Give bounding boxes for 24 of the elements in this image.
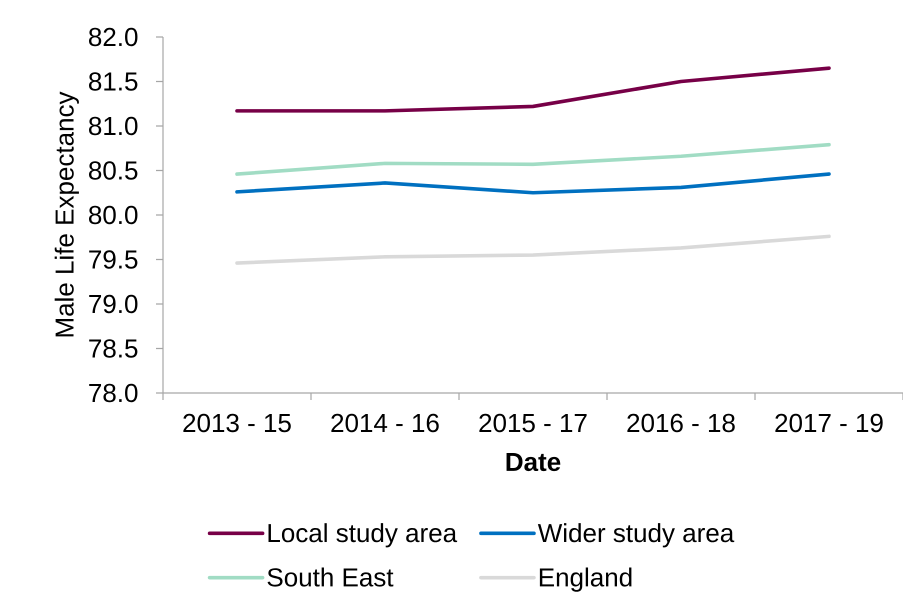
legend-label: Local study area [268,523,458,548]
y-tick-label: 80.0 [89,206,138,224]
y-axis-title: Male Life Expectancy [54,92,79,336]
y-tick-label: 79.0 [89,294,138,314]
y-tick-label: 81.5 [89,72,138,91]
y-tick-label: 78.0 [89,384,138,402]
x-tick-label: 2015 - 17 [479,414,587,432]
line-series [235,142,831,176]
x-axis-title: Date [506,452,560,472]
x-tick-label: 2013 - 15 [183,414,291,432]
y-tick-label: 81.0 [89,116,138,136]
legend-label: Wider study area [538,523,734,548]
x-tick-label: 2014 - 16 [331,414,439,432]
y-tick-label: 79.5 [89,250,138,269]
line-series [235,66,831,113]
legend-label: South East [268,568,394,587]
y-tick-label: 82.0 [89,28,138,46]
x-tick-label: 2017 - 19 [775,414,883,432]
y-tick-label: 80.5 [89,161,138,180]
x-tick-label: 2016 - 18 [627,414,735,432]
line-series [235,172,831,195]
legend-label: England [540,568,632,592]
y-tick-label: 78.5 [89,339,138,358]
line-series [235,234,831,265]
